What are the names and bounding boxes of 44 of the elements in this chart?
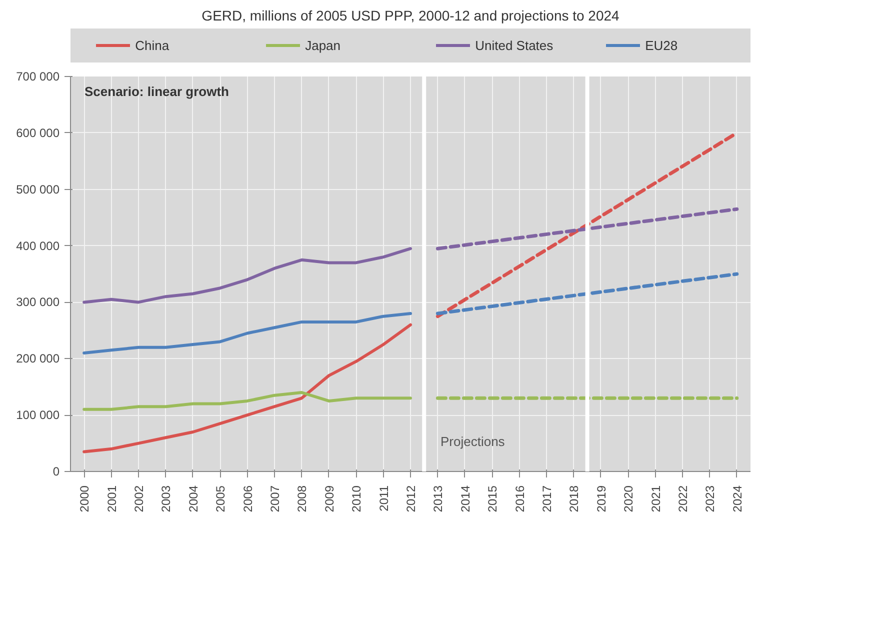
x-tick-label: 2003 (159, 485, 174, 512)
chart-title: GERD, millions of 2005 USD PPP, 2000-12 and projections to 2024 (202, 8, 620, 24)
x-tick-label: 2001 (104, 485, 119, 512)
annotation: Scenario: linear growth (84, 84, 230, 99)
legend-label: EU28 (645, 38, 678, 53)
y-tick-label: 400 000 (16, 238, 60, 253)
x-tick-label: 2012 (404, 485, 418, 512)
x-tick-label: 2000 (78, 485, 92, 512)
line-series (82, 247, 412, 304)
x-tick-label: 2020 (622, 485, 636, 512)
y-tick-label: 100 000 (16, 408, 60, 422)
x-tick-label: 2015 (486, 485, 500, 512)
x-tick-label: 2008 (295, 485, 310, 512)
annotation: Projections (440, 434, 506, 449)
y-tick-label: 300 000 (16, 295, 60, 310)
line-series (82, 312, 412, 354)
y-tick-label: 500 000 (16, 182, 60, 196)
y-tick-label: 700 000 (16, 70, 60, 84)
x-tick-label: 2022 (676, 485, 690, 512)
x-tick-label: 2013 (431, 485, 446, 512)
x-tick-label: 2021 (648, 485, 663, 512)
x-tick-label: 2004 (186, 485, 200, 512)
x-tick-label: 2019 (594, 485, 608, 512)
x-tick-label: 2023 (703, 485, 718, 512)
x-tick-label: 2007 (268, 485, 282, 512)
x-tick-label: 2024 (730, 485, 744, 512)
x-tick-label: 2006 (240, 485, 255, 512)
x-tick-label: 2016 (512, 485, 527, 512)
line-series (82, 391, 412, 411)
legend-label: Japan (305, 38, 341, 53)
x-tick-label: 2011 (376, 485, 391, 512)
legend-label: China (135, 38, 170, 53)
x-tick-label: 2005 (214, 485, 228, 512)
x-tick-label: 2010 (350, 485, 364, 512)
x-tick-label: 2002 (132, 485, 146, 512)
y-tick-label: 0 (52, 464, 60, 478)
x-tick-label: 2017 (540, 485, 554, 512)
y-tick-label: 200 000 (16, 352, 60, 366)
x-tick-label: 2009 (322, 485, 336, 512)
legend-label: United States (475, 38, 554, 53)
line-series (82, 323, 412, 454)
x-tick-label: 2014 (458, 485, 472, 512)
y-tick-label: 600 000 (16, 126, 60, 140)
x-tick-label: 2018 (567, 485, 582, 512)
